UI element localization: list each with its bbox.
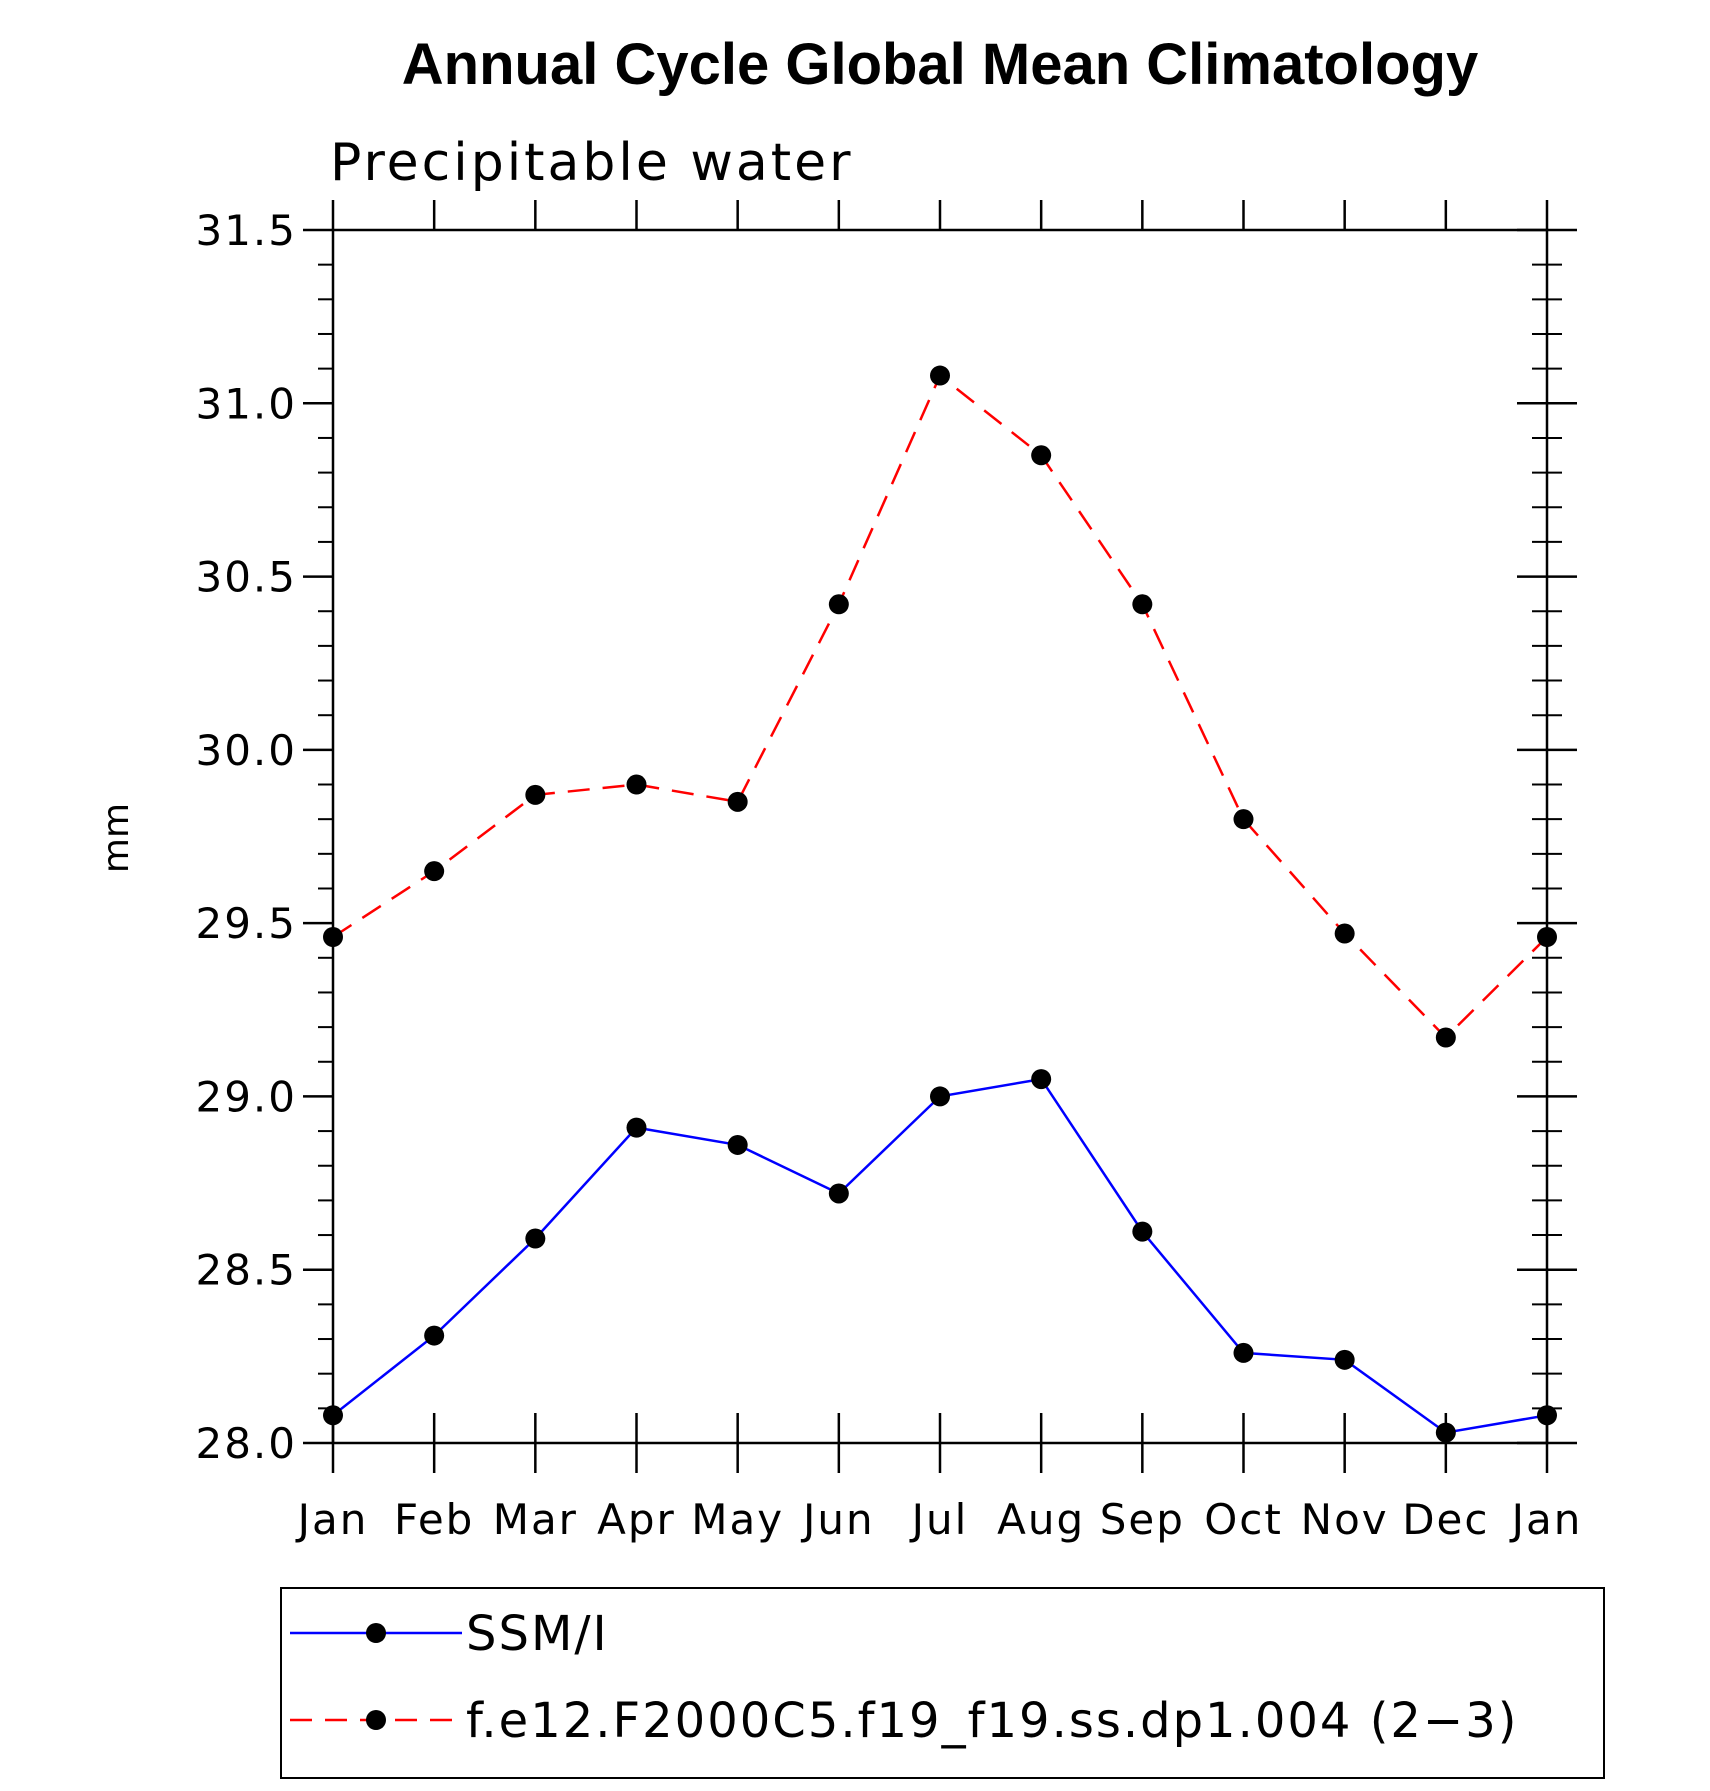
- x-tick-label-jan: Jan: [295, 1495, 369, 1544]
- series-1-point-10: [1334, 923, 1355, 944]
- plot-frame: [331, 228, 1549, 1445]
- x-tick-labels: Jan Feb Mar Apr May Jun Jul Aug Sep Oct Nov Dec Jan: [295, 1495, 1583, 1544]
- series-0-point-5: [828, 1183, 849, 1204]
- series-line-0: [332, 1077, 1548, 1434]
- x-tick-label-aug: Aug: [997, 1495, 1085, 1544]
- y-tick-label: 31.0: [195, 379, 297, 428]
- x-tick-label-oct: Oct: [1204, 1495, 1283, 1544]
- series-1-point-8: [1132, 594, 1153, 615]
- x-tick-label-sep: Sep: [1100, 1495, 1185, 1544]
- x-tick-label-apr: Apr: [597, 1495, 676, 1544]
- series-1-point-7: [1031, 445, 1052, 466]
- x-tick-label-dec: Dec: [1402, 1495, 1489, 1544]
- legend-label-model: f.e12.F2000C5.f19_f19.ss.dp1.004 (2−3): [466, 1693, 1518, 1749]
- series-0-point-6: [930, 1086, 950, 1107]
- series-1-point-12: [1537, 927, 1557, 948]
- series-0-point-4: [727, 1134, 748, 1155]
- series-0-point-2: [525, 1228, 546, 1249]
- legend-box: [280, 1587, 1605, 1779]
- legend-marker-model: [366, 1710, 386, 1730]
- series-line-1: [332, 373, 1548, 1040]
- series-1-point-4: [727, 791, 748, 812]
- chart-subtitle: Precipitable water: [330, 133, 854, 193]
- series-0-point-1: [424, 1325, 445, 1346]
- legend-label-ssmi: SSM/I: [466, 1606, 609, 1662]
- y-tick-label: 28.0: [195, 1419, 297, 1468]
- y-tick-label: 31.5: [195, 206, 297, 255]
- y-tick-label: 30.0: [195, 726, 297, 775]
- series-0-point-11: [1435, 1422, 1456, 1443]
- series-0-point-9: [1233, 1342, 1254, 1363]
- series-0-point-8: [1132, 1221, 1153, 1242]
- series-0-point-0: [323, 1405, 343, 1426]
- series-1-point-6: [930, 365, 950, 386]
- y-tick-label: 30.5: [195, 553, 297, 602]
- series-0-point-12: [1537, 1405, 1557, 1426]
- axis-ticks: [303, 200, 1577, 1473]
- legend-marker-ssmi: [366, 1623, 386, 1643]
- series-1-point-1: [424, 861, 445, 882]
- x-tick-label-feb: Feb: [394, 1495, 474, 1544]
- y-axis-label: mm: [96, 803, 137, 873]
- chart-title: Annual Cycle Global Mean Climatology: [402, 32, 1478, 97]
- series-0-point-3: [626, 1117, 647, 1138]
- legend: SSM/I f.e12.F2000C5.f19_f19.ss.dp1.004 (…: [280, 1587, 1605, 1779]
- series-0-point-10: [1334, 1349, 1355, 1370]
- y-tick-labels: 28.0 28.5 29.0 29.5 30.0 30.5 31.0 31.5: [195, 206, 297, 1468]
- x-tick-label-may: May: [691, 1495, 784, 1544]
- x-tick-label-jan: Jan: [1509, 1495, 1583, 1544]
- series-1-point-3: [626, 774, 647, 795]
- series-1-point-0: [323, 927, 343, 948]
- series-1-point-9: [1233, 809, 1254, 830]
- y-tick-label: 29.5: [195, 899, 297, 948]
- series-1-point-2: [525, 784, 546, 805]
- series-0-point-7: [1031, 1069, 1052, 1090]
- y-tick-label: 28.5: [195, 1246, 297, 1295]
- x-tick-label-mar: Mar: [493, 1495, 578, 1544]
- y-tick-label: 29.0: [195, 1072, 297, 1121]
- x-tick-label-nov: Nov: [1301, 1495, 1389, 1544]
- series-1-point-11: [1435, 1027, 1456, 1048]
- x-tick-label-jul: Jul: [909, 1495, 969, 1544]
- series-1-point-5: [828, 594, 849, 615]
- series-layer: [323, 365, 1557, 1443]
- x-tick-label-jun: Jun: [800, 1495, 875, 1544]
